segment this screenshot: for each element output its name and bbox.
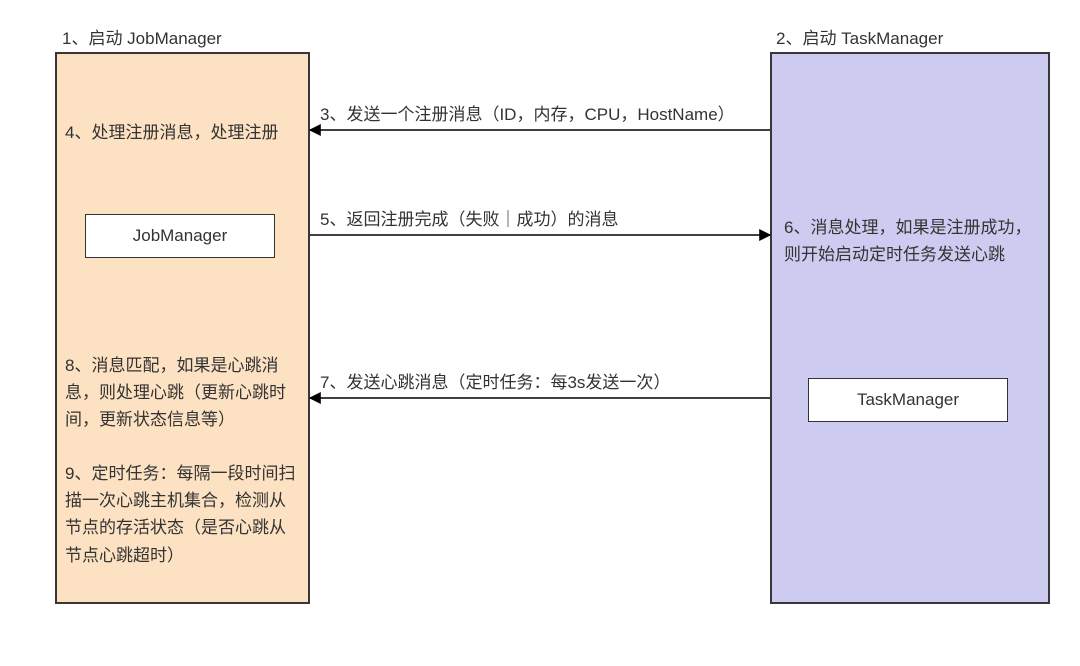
taskmanager-node: TaskManager <box>808 378 1008 422</box>
step-7-arrow-label: 7、发送心跳消息（定时任务：每3s发送一次） <box>320 368 670 393</box>
step-9-text: 9、定时任务：每隔一段时间扫描一次心跳主机集合，检测从节点的存活状态（是否心跳从… <box>65 460 300 569</box>
taskmanager-container-box <box>770 52 1050 604</box>
taskmanager-title-label: 2、启动 TaskManager <box>776 24 943 49</box>
taskmanager-node-label: TaskManager <box>857 390 959 410</box>
step-8-text: 8、消息匹配，如果是心跳消息，则处理心跳（更新心跳时间，更新状态信息等） <box>65 352 300 434</box>
jobmanager-title-label: 1、启动 JobManager <box>62 24 222 49</box>
jobmanager-node-label: JobManager <box>133 226 228 246</box>
jobmanager-node: JobManager <box>85 214 275 258</box>
step-5-arrow-label: 5、返回注册完成（失败｜成功）的消息 <box>320 205 618 230</box>
step-6-text: 6、消息处理，如果是注册成功，则开始启动定时任务发送心跳 <box>784 214 1034 268</box>
step-4-text: 4、处理注册消息，处理注册 <box>65 119 300 146</box>
diagram-canvas: 1、启动 JobManager 2、启动 TaskManager 4、处理注册消… <box>0 0 1080 666</box>
step-3-arrow-label: 3、发送一个注册消息（ID，内存，CPU，HostName） <box>320 100 735 125</box>
